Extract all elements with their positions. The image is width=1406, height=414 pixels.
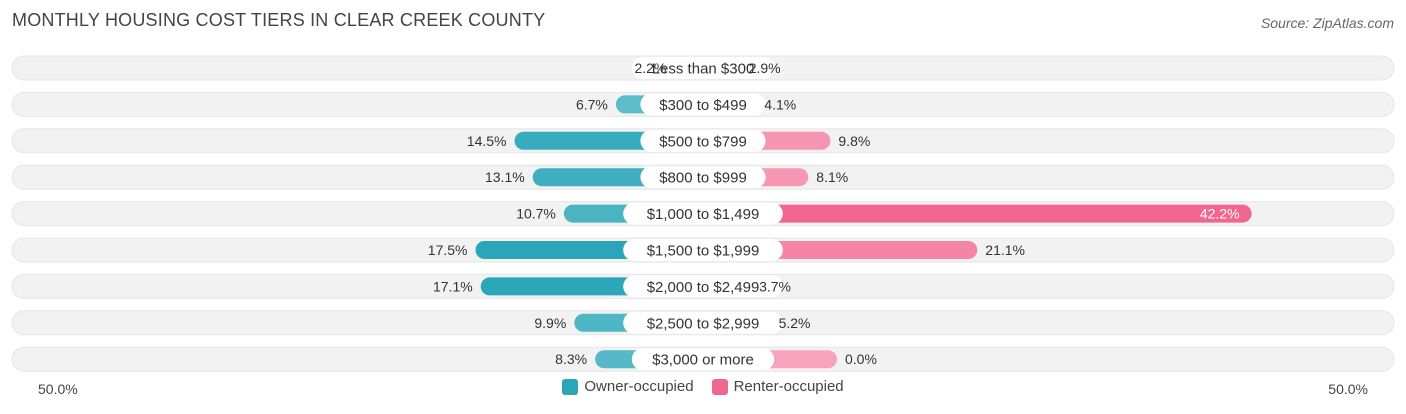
category-label: $1,000 to $1,499 [647, 206, 760, 223]
owner-value-label: 8.3% [555, 351, 587, 367]
legend: Owner-occupied Renter-occupied [0, 378, 1406, 395]
renter-value-label: 0.0% [845, 351, 877, 367]
category-label: $2,500 to $2,999 [647, 315, 760, 332]
chart-row: $300 to $499 6.7% 4.1% [11, 91, 1395, 117]
chart-row: $1,500 to $1,999 17.5% 21.1% [11, 237, 1395, 263]
owner-value-label: 17.5% [428, 242, 468, 258]
renter-value-label: 2.9% [749, 60, 781, 76]
renter-value-label: 21.1% [985, 242, 1025, 258]
owner-value-label: 10.7% [516, 206, 556, 222]
chart-row: $3,000 or more 8.3% 0.0% [11, 346, 1395, 372]
owner-value-label: 6.7% [576, 96, 608, 112]
category-pill [623, 202, 783, 225]
category-label: $300 to $499 [659, 97, 747, 114]
category-pill [631, 57, 775, 79]
owner-value-label: 17.1% [433, 278, 473, 294]
category-pill [640, 166, 766, 189]
category-pill [623, 239, 783, 261]
chart-row: $800 to $999 13.1% 8.1% [11, 164, 1395, 190]
chart-title: MONTHLY HOUSING COST TIERS IN CLEAR CREE… [12, 10, 546, 30]
renter-value-label: 9.8% [838, 133, 870, 149]
legend-owner: Owner-occupied [562, 378, 694, 395]
axis-left-label: 50.0% [38, 381, 78, 397]
owner-value-label: 9.9% [534, 315, 566, 331]
legend-renter: Renter-occupied [711, 378, 844, 395]
renter-value-label: 42.2% [1200, 206, 1240, 222]
owner-value-label: 14.5% [467, 133, 507, 149]
category-pill [640, 93, 766, 116]
category-label: $1,500 to $1,999 [647, 243, 760, 260]
owner-swatch-icon [562, 378, 579, 395]
renter-swatch-icon [711, 378, 728, 395]
chart-row: $2,500 to $2,999 9.9% 5.2% [11, 310, 1395, 336]
category-label: Less than $300 [652, 61, 755, 78]
owner-value-label: 13.1% [485, 169, 525, 185]
renter-value-label: 8.1% [816, 169, 848, 185]
category-label: $800 to $999 [659, 170, 747, 187]
renter-value-label: 3.7% [759, 278, 791, 294]
category-label: $2,000 to $2,499 [647, 279, 760, 296]
category-pill [623, 311, 783, 334]
source-credit: Source: ZipAtlas.com [1260, 15, 1394, 31]
owner-value-label: 2.2% [634, 60, 666, 76]
renter-value-label: 5.2% [779, 315, 811, 331]
legend-owner-label: Owner-occupied [584, 378, 694, 395]
category-label: $500 to $799 [659, 133, 747, 150]
category-label: $3,000 or more [652, 352, 754, 369]
chart-row: $2,000 to $2,499 17.1% 3.7% [11, 273, 1395, 299]
axis-right-label: 50.0% [1328, 381, 1368, 397]
category-pill [623, 275, 783, 298]
renter-bar [703, 204, 1252, 223]
category-pill [631, 348, 775, 371]
legend-renter-label: Renter-occupied [733, 378, 844, 395]
chart-row: $500 to $799 14.5% 9.8% [11, 128, 1395, 154]
renter-value-label: 4.1% [764, 96, 796, 112]
chart-row: $1,000 to $1,499 10.7% 42.2% [11, 201, 1395, 227]
category-pill [640, 129, 766, 152]
